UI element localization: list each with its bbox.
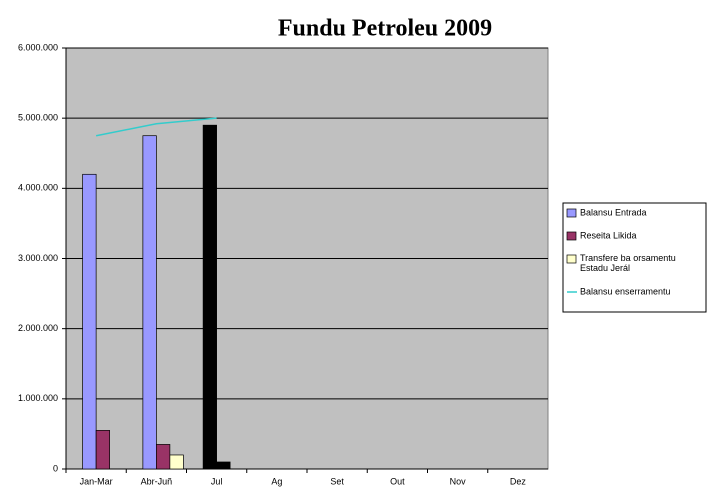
bar bbox=[202, 124, 217, 470]
y-tick-label: 5.000.000 bbox=[18, 113, 58, 123]
bar bbox=[95, 430, 110, 470]
legend-swatch bbox=[566, 208, 577, 218]
legend-swatch bbox=[566, 254, 577, 264]
bar bbox=[82, 173, 97, 470]
line bbox=[95, 117, 217, 137]
legend-label: Transfere ba orsamentu Estadu Jerál bbox=[580, 253, 676, 273]
x-tick-label: Abr-Juñ bbox=[141, 476, 173, 486]
bar bbox=[156, 444, 171, 470]
y-tick-label: 0 bbox=[53, 463, 58, 473]
legend-box bbox=[562, 202, 707, 313]
x-tick-label: Nov bbox=[450, 476, 467, 486]
y-tick-label: 3.000.000 bbox=[18, 253, 58, 263]
legend-swatch bbox=[566, 231, 577, 241]
x-tick-label: Jan-Mar bbox=[80, 476, 113, 486]
x-tick-label: Set bbox=[330, 476, 344, 486]
x-tick-label: Dez bbox=[510, 476, 527, 486]
y-tick-label: 2.000.000 bbox=[18, 323, 58, 333]
y-tick-label: 6.000.000 bbox=[18, 42, 58, 52]
x-tick-label: Out bbox=[390, 476, 405, 486]
legend-label: Balansu enserramentu bbox=[580, 286, 671, 296]
y-tick-label: 1.000.000 bbox=[18, 393, 58, 403]
chart-title: Fundu Petroleu 2009 bbox=[278, 16, 492, 42]
y-tick-label: 4.000.000 bbox=[18, 183, 58, 193]
bar bbox=[142, 135, 157, 470]
bar bbox=[216, 461, 231, 470]
x-tick-label: Jul bbox=[211, 476, 223, 486]
x-tick-label: Ag bbox=[271, 476, 282, 486]
legend-label: Balansu Entrada bbox=[580, 207, 647, 217]
legend-label: Reseita Likida bbox=[580, 230, 637, 240]
bar bbox=[169, 454, 184, 470]
